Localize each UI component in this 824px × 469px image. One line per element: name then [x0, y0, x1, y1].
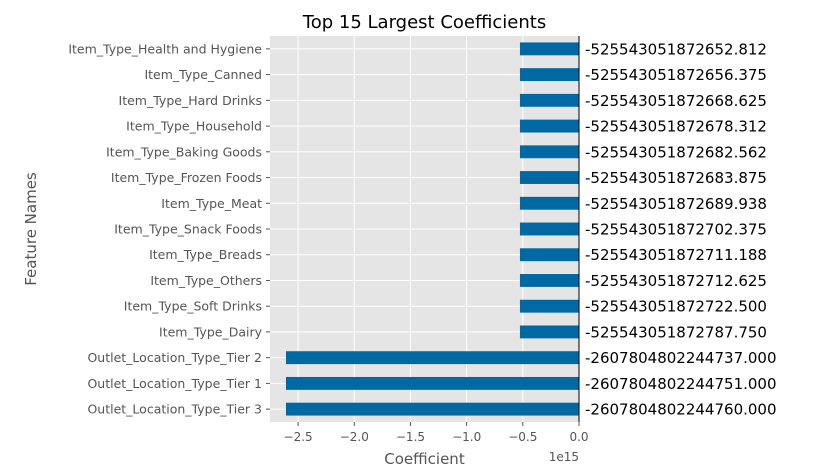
y-tick-label: Item_Type_Dairy — [159, 324, 263, 339]
bar — [519, 68, 579, 82]
y-tick-label: Item_Type_Household — [126, 119, 262, 134]
y-tick-label: Item_Type_Baking Goods — [106, 144, 262, 159]
bar — [285, 376, 579, 390]
y-tick-label: Item_Type_Hard Drinks — [119, 93, 262, 108]
bar-value-label: -525543051872689.938 — [585, 195, 767, 213]
bar — [519, 119, 579, 133]
x-axis-label: Coefficient — [384, 450, 465, 468]
bar-value-label: -525543051872711.188 — [585, 246, 767, 264]
x-tick-labels: −2.5 −2.0 −1.5 −1.0 −0.5 0.0 — [284, 422, 589, 444]
bar — [519, 274, 579, 287]
bar-value-label: -525543051872678.312 — [585, 118, 767, 136]
bars — [285, 42, 579, 416]
x-axis-offset-label: 1e15 — [549, 450, 579, 464]
bar-value-label: -525543051872656.375 — [585, 66, 767, 84]
x-tick-label: −2.0 — [340, 430, 369, 444]
bar-value-label: -525543051872702.375 — [585, 221, 767, 239]
bar-value-label: -2607804802244760.000 — [585, 401, 777, 419]
bar — [519, 325, 579, 339]
bar — [519, 299, 579, 313]
y-tick-label: Item_Type_Canned — [144, 67, 262, 82]
y-tick-label: Item_Type_Others — [150, 273, 262, 288]
x-tick-label: −1.5 — [396, 430, 425, 444]
x-tick-label: −0.5 — [508, 430, 537, 444]
y-tick-label: Item_Type_Snack Foods — [114, 222, 262, 237]
bar — [285, 351, 579, 365]
y-tick-label: Outlet_Location_Type_Tier 1 — [87, 376, 262, 391]
bar-value-label: -525543051872683.875 — [585, 169, 767, 187]
bar — [519, 42, 579, 56]
bar — [519, 222, 579, 236]
bar-value-label: -525543051872722.500 — [585, 298, 767, 316]
y-tick-label: Item_Type_Breads — [149, 247, 262, 262]
bar-value-label: -525543051872787.750 — [585, 323, 767, 341]
bar — [519, 93, 579, 107]
bar — [519, 171, 579, 184]
x-tick-label: −1.0 — [452, 430, 481, 444]
bar-value-label: -2607804802244751.000 — [585, 375, 777, 393]
value-labels: -525543051872652.812 -525543051872656.375… — [585, 40, 777, 418]
bar-value-label: -525543051872652.812 — [585, 40, 767, 58]
bar — [519, 196, 579, 210]
y-tick-label: Item_Type_Health and Hygiene — [68, 41, 262, 56]
y-tick-label: Outlet_Location_Type_Tier 2 — [87, 350, 262, 365]
y-axis-label: Feature Names — [22, 172, 40, 286]
bar — [285, 402, 579, 416]
x-tick-label: 0.0 — [569, 430, 588, 444]
y-tick-label: Item_Type_Meat — [161, 196, 262, 211]
bar-value-label: -525543051872668.625 — [585, 92, 767, 110]
y-tick-label: Item_Type_Frozen Foods — [111, 170, 262, 185]
bar-value-label: -525543051872712.625 — [585, 272, 767, 290]
bar-value-label: -2607804802244737.000 — [585, 349, 777, 367]
y-tick-label: Outlet_Location_Type_Tier 3 — [87, 402, 262, 417]
bar — [519, 145, 579, 159]
bar — [519, 248, 579, 262]
y-tick-label: Item_Type_Soft Drinks — [124, 299, 262, 314]
y-tick-labels: Item_Type_Health and Hygiene Item_Type_Ca… — [68, 41, 270, 417]
x-tick-label: −2.5 — [284, 430, 313, 444]
chart-title: Top 15 Largest Coefficients — [302, 12, 546, 33]
bar-value-label: -525543051872682.562 — [585, 143, 767, 161]
